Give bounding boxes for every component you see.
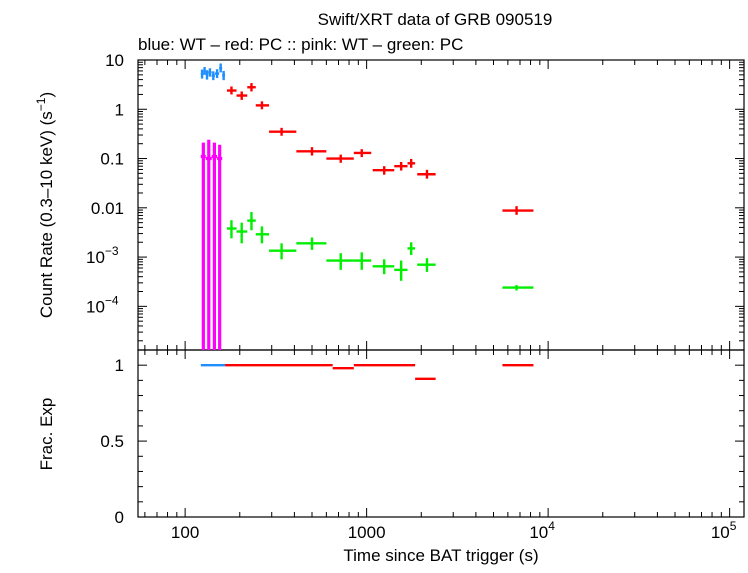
x-tick-label: 104 [529, 519, 555, 542]
x-tick-label-base: 10 [711, 523, 730, 542]
subtitle-red-pc: – red: PC [206, 35, 283, 54]
bottom-y-tick-label: 1 [115, 356, 124, 375]
top-y-tick-label: 10−3 [86, 244, 119, 267]
top-y-tick-label: 0.01 [91, 199, 124, 218]
x-tick-label: 100 [171, 523, 199, 542]
subtitle-green-pc: – green: PC [368, 35, 463, 54]
x-tick-label: 1000 [348, 523, 386, 542]
top-y-tick-label-base: 10 [86, 297, 105, 316]
x-tick-label-base: 10 [529, 523, 548, 542]
chart-subtitle: blue: WT – red: PC :: pink: WT – green: … [138, 35, 463, 54]
x-tick-label: 105 [711, 519, 737, 542]
top-y-tick-label: 1 [115, 100, 124, 119]
x-tick-label-exp: 5 [730, 519, 737, 533]
top-y-tick-label-exp: −3 [105, 244, 119, 258]
subtitle-pink-wt: :: pink: WT [282, 35, 368, 54]
top-y-axis-label-main: Count Rate (0.3–10 keV) (s [37, 111, 56, 318]
top-y-tick-label: 10−4 [86, 293, 119, 316]
top-y-axis-label-sup: −1 [34, 97, 48, 111]
top-y-tick-label-base: 10 [86, 248, 105, 267]
bottom-y-tick-label: 0 [115, 508, 124, 527]
bottom-y-tick-label: 0.5 [100, 432, 124, 451]
subtitle-blue-wt: blue: WT [138, 35, 206, 54]
top-panel-frame [137, 59, 745, 351]
bottom-y-axis-label: Frac. Exp [37, 398, 56, 471]
x-axis-label: Time since BAT trigger (s) [343, 546, 538, 565]
top-y-tick-label: 0.1 [100, 150, 124, 169]
chart-title: Swift/XRT data of GRB 090519 [318, 10, 553, 29]
top-y-axis-label: Count Rate (0.3–10 keV) (s−1) [34, 92, 56, 318]
x-tick-label-exp: 4 [548, 519, 555, 533]
top-y-axis-label-tail: ) [37, 92, 56, 98]
top-y-tick-label: 10 [105, 51, 124, 70]
bottom-panel-frame [137, 349, 745, 518]
top-y-tick-label-exp: −4 [105, 293, 119, 307]
